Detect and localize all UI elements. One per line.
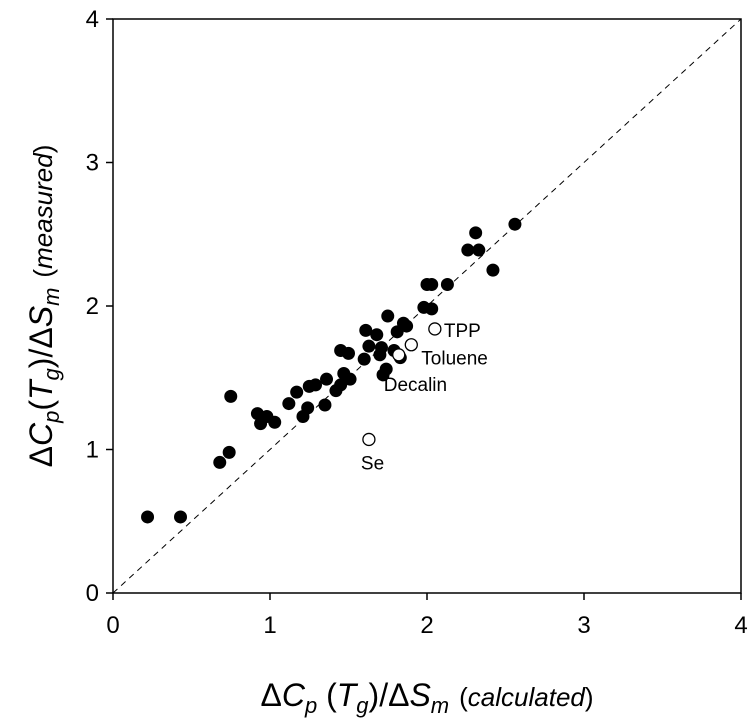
filled-data-point	[472, 243, 486, 257]
filled-data-point	[318, 398, 332, 412]
filled-data-point	[440, 277, 454, 291]
filled-data-point	[425, 302, 439, 316]
filled-data-point	[282, 397, 296, 411]
open-data-point	[362, 432, 376, 447]
point-label: Se	[361, 453, 384, 474]
x-axis-title: ΔCp (Tg)/ΔSm (calculated)	[260, 677, 593, 718]
open-data-point	[404, 338, 418, 352]
filled-data-point	[309, 378, 323, 392]
open-data-point	[428, 322, 442, 336]
point-label: Decalin	[384, 375, 447, 396]
x-tick-label: 0	[106, 612, 119, 639]
filled-data-point	[370, 328, 384, 342]
identity-reference-line	[112, 18, 742, 594]
x-tick-label: 3	[577, 612, 590, 639]
y-axis-ticks: 0 1 2 3 4	[86, 6, 113, 607]
filled-data-point	[334, 378, 348, 392]
filled-data-point	[486, 263, 500, 277]
filled-data-point	[342, 346, 355, 360]
y-tick-label: 0	[86, 580, 99, 607]
filled-data-point	[425, 277, 439, 291]
y-tick-label: 3	[86, 150, 99, 177]
filled-data-point	[290, 385, 304, 399]
filled-points-series	[141, 217, 522, 524]
point-label: TPP	[444, 321, 481, 342]
filled-data-point	[222, 445, 236, 459]
filled-data-point	[224, 389, 238, 403]
filled-data-point	[359, 323, 373, 337]
open-data-point	[392, 348, 406, 362]
filled-data-point	[301, 401, 315, 415]
filled-data-point	[508, 217, 522, 231]
filled-data-point	[357, 352, 371, 366]
y-tick-label: 2	[86, 293, 99, 320]
filled-data-point	[381, 309, 395, 323]
point-annotations: Se Toluene TPP Decalin	[361, 321, 488, 474]
y-axis-title: ΔCp(Tg)/ΔSm(measured)	[23, 145, 64, 468]
filled-data-point	[379, 362, 393, 376]
filled-data-point	[141, 510, 155, 524]
x-tick-label: 2	[420, 612, 433, 639]
point-label: Toluene	[421, 349, 488, 370]
filled-data-point	[174, 510, 188, 524]
filled-data-point	[469, 226, 483, 240]
filled-data-point	[343, 372, 357, 386]
filled-data-point	[362, 339, 376, 353]
y-tick-label: 4	[86, 6, 99, 33]
x-tick-label: 1	[263, 612, 276, 639]
filled-data-point	[213, 455, 227, 469]
filled-data-point	[461, 243, 475, 257]
filled-data-point	[400, 319, 414, 333]
filled-data-point	[374, 341, 388, 355]
y-tick-label: 1	[86, 437, 99, 464]
filled-data-point	[268, 415, 282, 429]
x-tick-label: 4	[734, 612, 747, 639]
filled-data-point	[320, 372, 334, 386]
open-points-series	[362, 322, 442, 447]
x-axis-ticks: 0 1 2 3 4	[106, 593, 748, 639]
